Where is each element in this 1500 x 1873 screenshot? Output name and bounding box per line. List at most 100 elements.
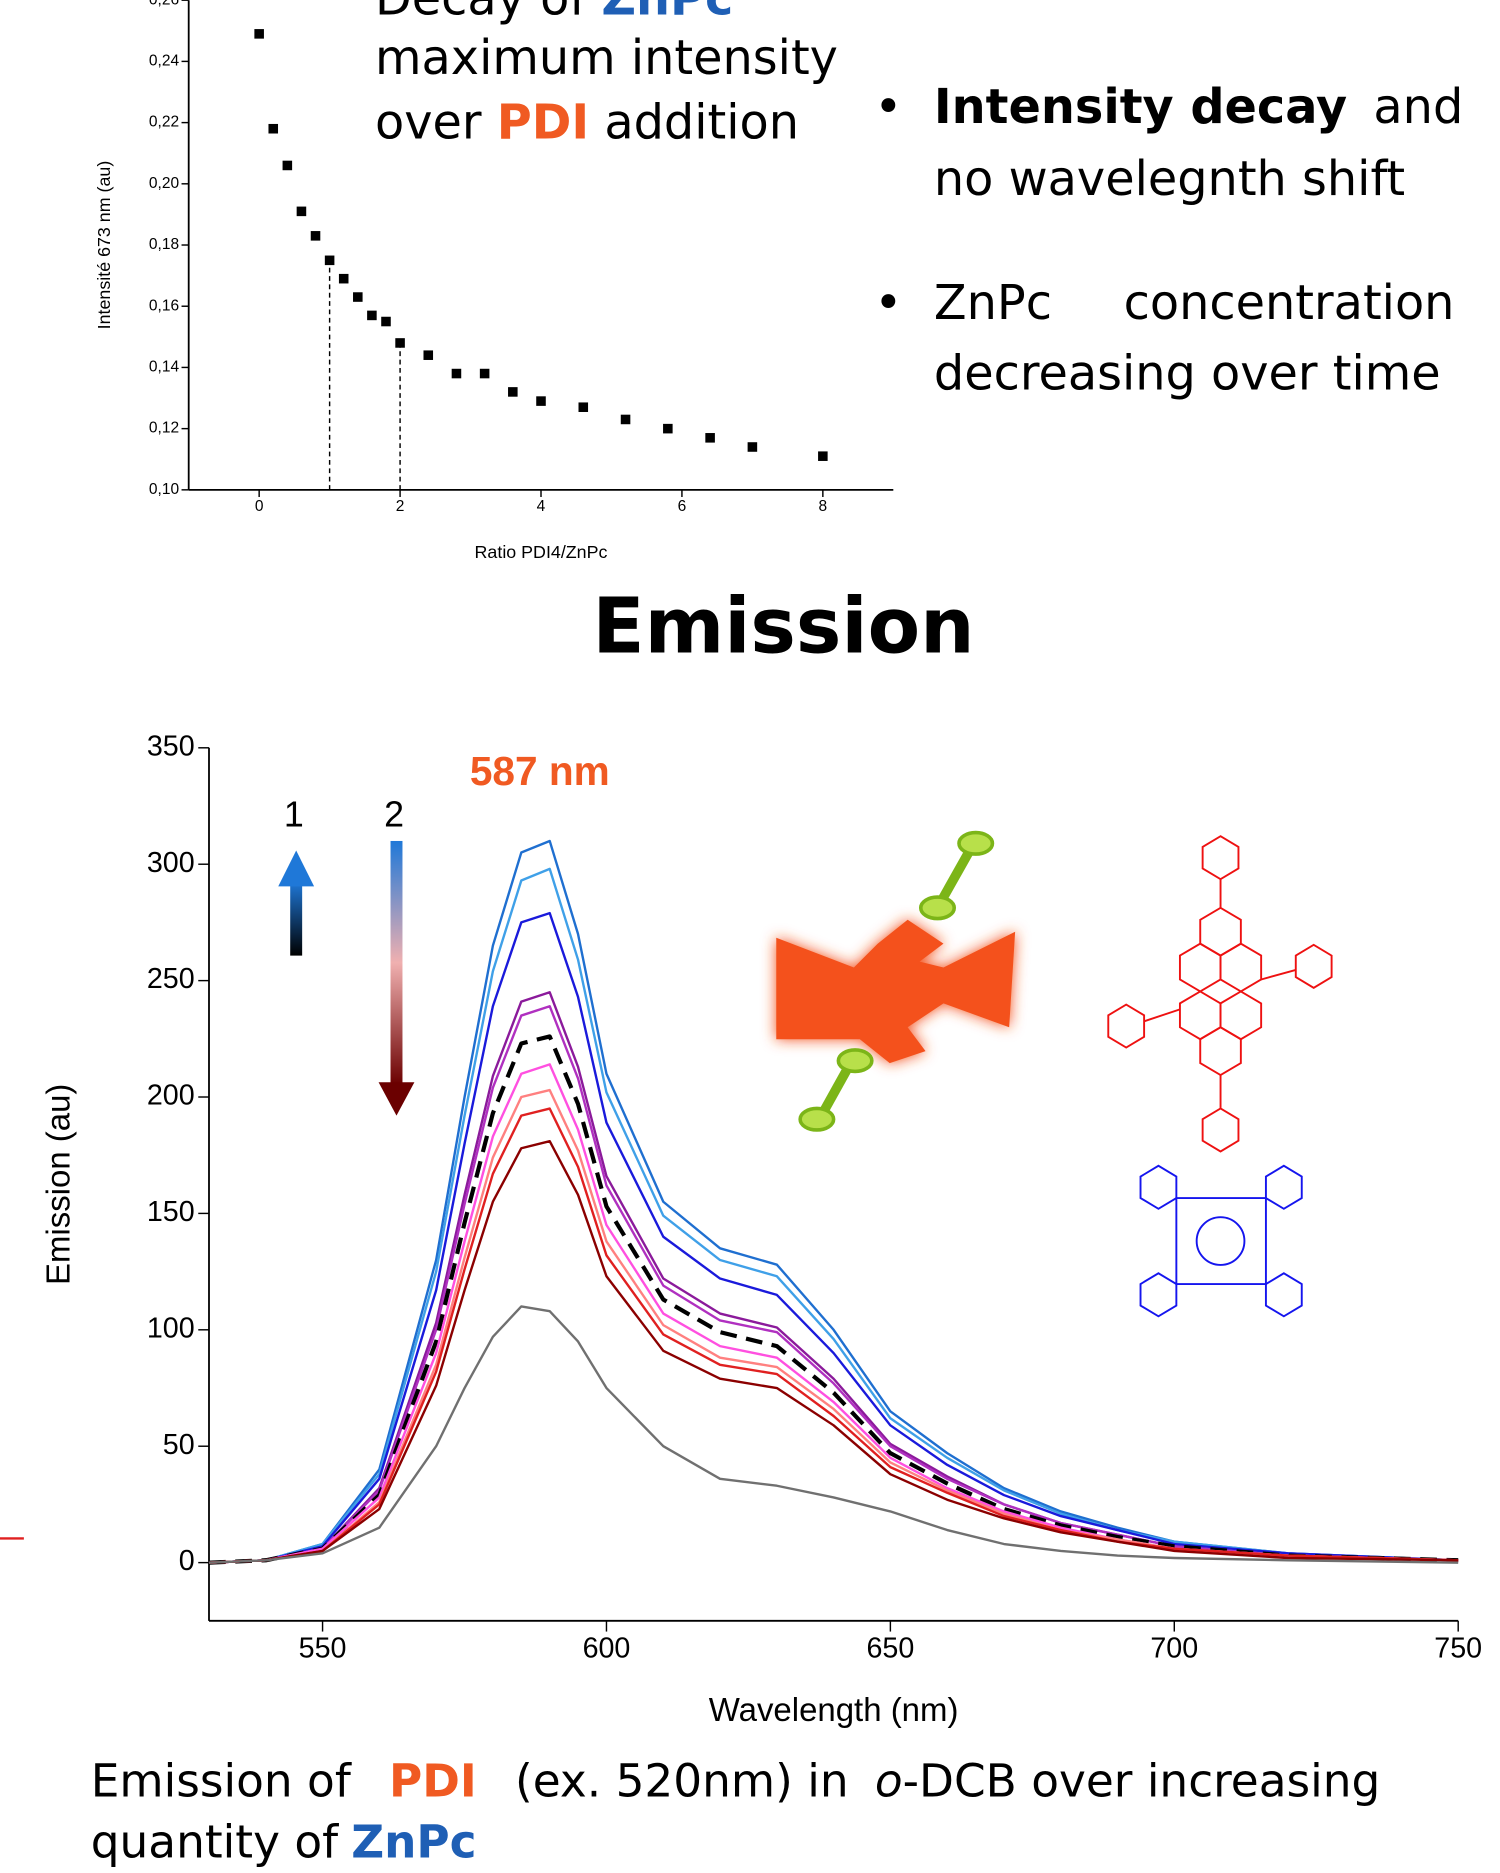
y-tick-label: 0,26: [149, 0, 179, 8]
bullet: Intensity decay and: [934, 80, 1463, 135]
bullet-text: Intensity decay: [934, 80, 1347, 135]
point: [338, 273, 349, 284]
point: [663, 423, 673, 434]
bullet-text: no wavelegnth shift: [934, 152, 1405, 207]
point: [282, 160, 293, 171]
x-tick-label: 0: [255, 498, 264, 515]
point: [353, 292, 363, 302]
annotation-text: ZnPc: [601, 0, 733, 27]
caption-text: PDI: [389, 1754, 477, 1807]
point: [395, 338, 405, 348]
y-tick-label: 0,12: [149, 420, 179, 437]
y-tick-label: 200: [147, 1080, 195, 1112]
y-tick-label: 0,20: [149, 175, 180, 192]
znpc-structure: [1139, 1164, 1303, 1318]
y-axis-label: Emission (au): [39, 1084, 76, 1285]
arrow-2-head: [378, 1082, 415, 1116]
arrow-1: [290, 881, 303, 956]
linker-cartoon: [798, 830, 995, 1132]
annotation-text: over: [375, 96, 497, 151]
point: [508, 387, 518, 397]
heading: Emission: [592, 582, 974, 671]
x-tick-label: 2: [396, 498, 405, 515]
bullet-dot: •: [874, 276, 902, 331]
y-tick-label: 300: [147, 847, 195, 879]
bullet-dot: •: [874, 80, 902, 135]
bullet: ZnPc concentration: [934, 276, 1455, 331]
emission-chart: 0 50 100 150 200 250 300 350 550 600 650 700 750 Wave…: [39, 730, 1482, 1728]
series-line: [208, 1107, 1459, 1564]
x-tick-label: 550: [299, 1632, 347, 1664]
x-axis-label: Ratio PDI4/ZnPc: [475, 542, 608, 562]
point: [381, 316, 391, 327]
pdi-cartoon: [776, 919, 1016, 1064]
x-tick-label: 600: [583, 1632, 631, 1664]
y-tick-label: 0,10: [149, 481, 180, 498]
y-tick-label: 0,22: [149, 114, 179, 131]
y-tick-label: 250: [147, 963, 195, 995]
caption-text: -DCB over increasing: [903, 1754, 1381, 1807]
series-line: [208, 839, 1459, 1564]
series-line: [208, 1088, 1459, 1564]
series-line: [208, 1034, 1459, 1565]
x-tick-label: 650: [866, 1632, 914, 1664]
point: [620, 414, 631, 425]
series-line: [208, 1305, 1459, 1564]
y-tick-label: 50: [163, 1429, 195, 1461]
point: [268, 123, 279, 134]
y-tick-label: 0,24: [149, 52, 180, 69]
point: [254, 29, 264, 39]
bullet-text: and: [1373, 80, 1463, 135]
x-tick-label: 750: [1434, 1632, 1482, 1664]
decay-chart: 0,10 0,12 0,14 0,16 0,18 0,20 0,22 0,24 0,26 0 2 4 6…: [94, 0, 894, 562]
peak-label: 587 nm: [470, 748, 610, 794]
x-axis-label: Wavelength (nm): [709, 1691, 959, 1728]
point: [310, 231, 321, 241]
caption-text: o: [875, 1754, 903, 1807]
annotation: maximum intensity: [375, 31, 838, 86]
arrow-1-head: [278, 850, 315, 887]
series-line: [208, 1005, 1459, 1564]
point: [367, 310, 377, 321]
annotation-text: Decay of: [375, 0, 601, 27]
y-tick-label: 0,14: [149, 359, 180, 376]
x-tick-label: 6: [678, 498, 687, 515]
x-tick-label: 700: [1150, 1632, 1198, 1664]
bullet-text: ZnPc: [934, 276, 1052, 331]
series-line: [208, 867, 1459, 1564]
series-line: [208, 1063, 1459, 1564]
annotation-text: PDI: [497, 96, 589, 151]
y-tick-label: 0,16: [149, 297, 179, 314]
annotation-text: addition: [589, 96, 799, 151]
point: [747, 442, 758, 452]
point: [479, 368, 490, 379]
annotation: over PDI addition: [375, 96, 799, 151]
y-tick-label: 150: [147, 1196, 195, 1228]
caption: Emission of PDI (ex. 520nm) in o-DCB over i…: [91, 1754, 1381, 1807]
point: [705, 433, 715, 443]
y-axis-label: Intensité 673 nm (au): [94, 161, 114, 330]
annotation-text: maximum intensity: [375, 31, 838, 86]
x-tick-label: 4: [537, 498, 546, 515]
arrow-2: [390, 840, 403, 1085]
point: [536, 396, 546, 406]
x-tick-label: 8: [819, 498, 828, 515]
caption-text: ZnPc: [351, 1815, 476, 1868]
annotation: Decay of ZnPc: [375, 0, 733, 27]
point: [578, 402, 589, 412]
series-line: [208, 911, 1459, 1564]
point: [451, 368, 462, 379]
bullet-text: decreasing over time: [934, 347, 1441, 402]
bullet-text: concentration: [1124, 276, 1455, 331]
arrow-label: 2: [384, 795, 404, 835]
y-tick-label: 0: [179, 1545, 195, 1577]
point: [324, 255, 335, 266]
caption-text: (ex. 520nm) in: [515, 1754, 849, 1807]
caption-text: Emission of: [91, 1754, 352, 1807]
caption-text: quantity of: [91, 1815, 339, 1868]
series-line: [208, 1140, 1459, 1564]
y-tick-label: 0,18: [149, 236, 179, 253]
y-tick-label: 350: [147, 730, 195, 762]
pdi-structure: [1107, 835, 1333, 1153]
